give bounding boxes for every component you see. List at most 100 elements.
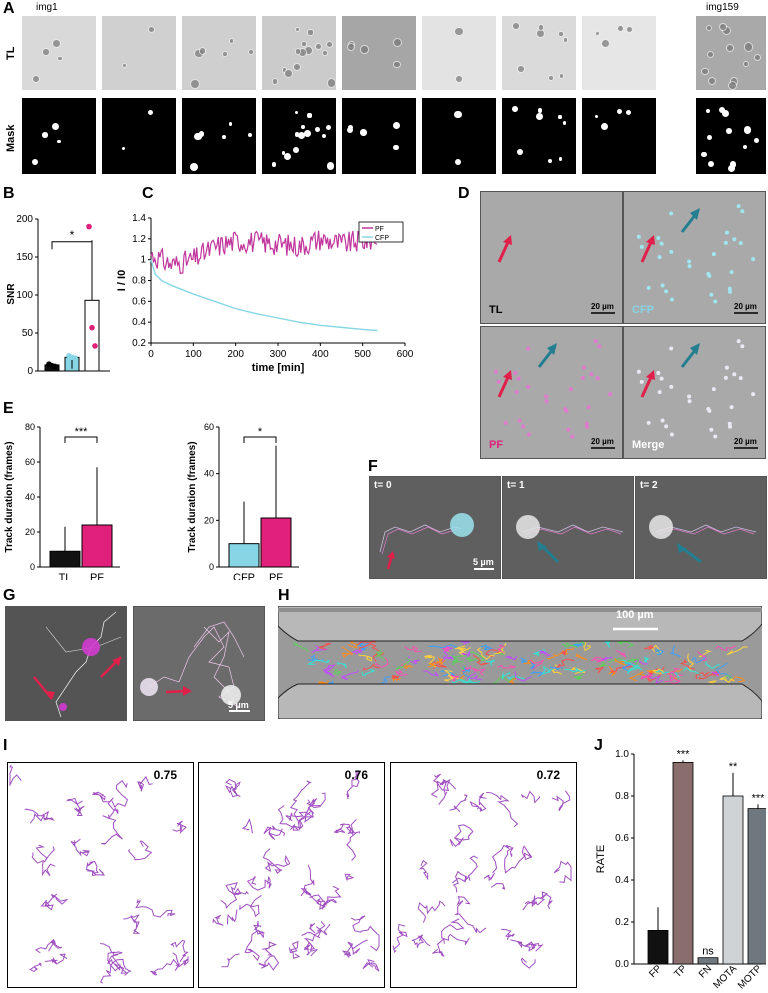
particle xyxy=(513,371,518,376)
fluor-tile: Merge 20 µm xyxy=(623,326,766,459)
y-axis-label: RATE xyxy=(595,845,607,874)
track-path xyxy=(643,674,664,684)
bar xyxy=(81,524,113,568)
track-path xyxy=(669,668,681,676)
mask-blob xyxy=(31,159,38,166)
x-tick-label: CFP xyxy=(233,572,255,580)
cell-blob xyxy=(454,26,465,37)
particle xyxy=(516,376,521,381)
mask-blob xyxy=(281,151,286,155)
y-tick-label: 20 xyxy=(204,515,214,525)
mask-blob xyxy=(221,135,226,140)
track-path xyxy=(428,644,458,650)
track-path xyxy=(553,860,572,883)
track-path xyxy=(451,870,467,893)
particle xyxy=(496,379,501,384)
track-path xyxy=(258,955,280,971)
mask-blob xyxy=(271,162,277,167)
x-tick-label: MOTP xyxy=(736,963,764,990)
track-path xyxy=(669,645,681,658)
track-path xyxy=(654,648,665,656)
y-axis-label: SNR xyxy=(6,283,17,305)
track-path xyxy=(111,780,129,808)
track-plot: 0.76 xyxy=(198,762,385,988)
mask-blob xyxy=(537,108,543,113)
x-tick-label: FP xyxy=(647,963,664,980)
scale-label: 20 µm xyxy=(591,437,614,446)
mask-blob xyxy=(248,132,253,137)
mask-blob xyxy=(595,115,599,119)
track-path xyxy=(418,859,429,881)
track-path xyxy=(604,641,611,648)
x-tick-label: FN xyxy=(697,963,714,980)
bar xyxy=(84,299,100,372)
track-path xyxy=(252,921,265,938)
track-path xyxy=(705,661,720,670)
cell-blob xyxy=(294,48,302,55)
track-path xyxy=(318,642,332,650)
legend-label-cfp: CFP xyxy=(375,235,389,242)
particle xyxy=(707,408,712,413)
tl-tile xyxy=(342,16,416,90)
particle xyxy=(608,392,613,397)
track-path xyxy=(362,959,380,972)
track-path xyxy=(497,644,506,654)
mask-blob xyxy=(360,129,367,136)
track-path xyxy=(424,654,432,659)
cell-blob xyxy=(321,50,328,57)
particle xyxy=(713,434,718,439)
x-axis-label: time [min] xyxy=(252,362,305,374)
particle xyxy=(586,405,591,410)
track-path xyxy=(513,671,532,682)
mask-blob xyxy=(707,134,713,140)
mask-tile xyxy=(696,98,766,174)
track-path xyxy=(442,645,454,662)
particle xyxy=(659,376,664,381)
tl-tile xyxy=(422,16,496,90)
particle xyxy=(669,297,674,302)
particle xyxy=(687,394,692,399)
particle xyxy=(669,346,674,351)
panel-a-label: A xyxy=(3,0,15,17)
cell-blob xyxy=(617,24,625,32)
track-path xyxy=(671,674,684,684)
mota-score: 0.75 xyxy=(153,768,177,782)
y-tick-label: 50 xyxy=(22,328,34,339)
track-path xyxy=(343,823,357,834)
track-path xyxy=(306,659,330,665)
mask-blob xyxy=(52,122,60,130)
track-path xyxy=(695,671,710,680)
particle xyxy=(711,252,716,257)
fluor-tile: TL 20 µm xyxy=(480,191,623,324)
mask-tile xyxy=(102,98,176,174)
track-path xyxy=(277,805,314,831)
particle xyxy=(636,369,641,374)
track-path xyxy=(309,885,342,910)
particle xyxy=(595,376,600,381)
track-path xyxy=(432,773,448,806)
track-path xyxy=(643,644,654,650)
particle xyxy=(687,264,692,269)
track-path xyxy=(392,674,400,680)
track-path xyxy=(170,939,189,963)
track-path xyxy=(450,674,460,682)
y-axis-label: Track duration (frames) xyxy=(187,441,198,552)
y-tick-label: 0.6 xyxy=(132,296,146,307)
track-path xyxy=(300,864,315,897)
cell-blob xyxy=(743,41,754,52)
track-path xyxy=(483,872,495,881)
cell-blob xyxy=(190,79,200,90)
tl-tile xyxy=(502,16,576,90)
sig-label: *** xyxy=(677,748,691,760)
scale-label: 20 µm xyxy=(591,302,614,311)
track-path xyxy=(560,649,567,656)
track-path xyxy=(696,651,708,662)
track-path xyxy=(455,645,471,651)
data-point xyxy=(89,324,95,331)
cell-blob xyxy=(121,62,128,69)
panel-h-label: H xyxy=(278,587,290,604)
particle xyxy=(589,372,594,377)
track-path xyxy=(381,676,391,684)
mask-blob xyxy=(562,121,566,125)
track-path xyxy=(651,668,665,674)
